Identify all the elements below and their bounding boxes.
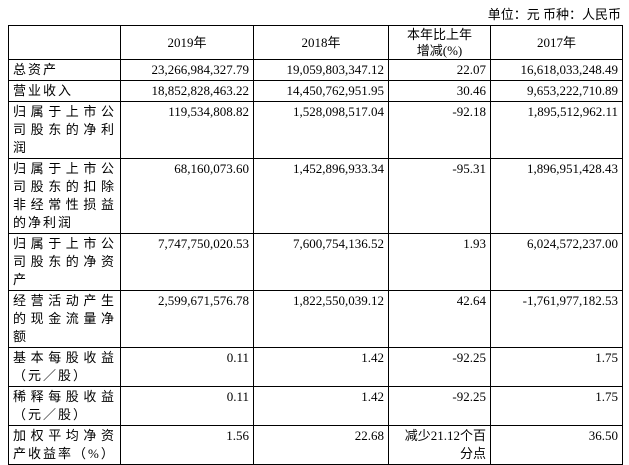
cell: 36.50 (490, 425, 623, 465)
cell-text: -92.18 (452, 104, 486, 119)
row-label: 营业收入 (8, 80, 121, 102)
header-text: 本年比上年增减(%) (406, 26, 472, 58)
cell: -95.31 (388, 158, 491, 234)
table-row: 归属于上市公司股东的扣除非经常性损益的净利润 68,160,073.60 1,452… (8, 158, 623, 234)
cell: 1,528,098,517.04 (253, 101, 389, 159)
table-row: 基本每股收益（元／股） 0.11 1.42 -92.25 1.75 (8, 347, 623, 387)
table-row: 加权平均净资产收益率（%） 1.56 22.68 减少21.12个百分点 36.50 (8, 425, 623, 465)
cell: 30.46 (388, 80, 491, 102)
cell-text: -92.25 (452, 350, 486, 365)
cell: 7,600,754,136.52 (253, 233, 389, 291)
cell: 7,747,750,020.53 (120, 233, 254, 291)
row-label: 归属于上市公司股东的净资产 (8, 233, 121, 291)
cell: -92.25 (388, 347, 491, 387)
cell: 1.75 (490, 347, 623, 387)
cell: 1.93 (388, 233, 491, 291)
cell: 1,896,951,428.43 (490, 158, 623, 234)
cell: 22.07 (388, 59, 491, 81)
header-cell (8, 25, 121, 60)
cell-text: 30.46 (456, 83, 486, 98)
cell-text: -95.31 (452, 161, 486, 176)
row-label: 经营活动产生的现金流量净额 (8, 290, 121, 348)
header-row: 2019年 2018年 本年比上年增减(%) 2017年 (8, 25, 623, 60)
cell: -92.25 (388, 386, 491, 426)
unit-note: 单位：元 币种：人民币 (487, 7, 621, 22)
row-label: 总资产 (8, 59, 121, 81)
header-cell: 2019年 (120, 25, 254, 60)
cell: 1,822,550,039.12 (253, 290, 389, 348)
table-row: 稀释每股收益（元／股） 0.11 1.42 -92.25 1.75 (8, 386, 623, 426)
cell: -1,761,977,182.53 (490, 290, 623, 348)
header-text: 2018年 (301, 34, 341, 50)
cell: 68,160,073.60 (120, 158, 254, 234)
table-row: 总资产 23,266,984,327.79 19,059,803,347.12 22.… (8, 59, 623, 81)
header-text: 2017年 (536, 34, 576, 50)
row-label: 基本每股收益（元／股） (8, 347, 121, 387)
cell: 18,852,828,463.22 (120, 80, 254, 102)
header-cell: 本年比上年增减(%) (388, 25, 491, 60)
table-row: 经营活动产生的现金流量净额 2,599,671,576.78 1,822,550,0… (8, 290, 623, 348)
table-row: 归属于上市公司股东的净利润 119,534,808.82 1,528,098,517… (8, 101, 623, 159)
cell: 2,599,671,576.78 (120, 290, 254, 348)
row-label: 归属于上市公司股东的净利润 (8, 101, 121, 159)
cell: 1,452,896,933.34 (253, 158, 389, 234)
row-label: 加权平均净资产收益率（%） (8, 425, 121, 465)
cell: 1.42 (253, 386, 389, 426)
cell: 19,059,803,347.12 (253, 59, 389, 81)
cell: 1,895,512,962.11 (490, 101, 623, 159)
table-row: 归属于上市公司股东的净资产 7,747,750,020.53 7,600,754,1… (8, 233, 623, 291)
cell-text: 22.07 (456, 62, 486, 77)
row-label: 归属于上市公司股东的扣除非经常性损益的净利润 (8, 158, 121, 234)
table-row: 营业收入 18,852,828,463.22 14,450,762,951.95 30… (8, 80, 623, 102)
cell: 22.68 (253, 425, 389, 465)
cell: 1.75 (490, 386, 623, 426)
header-cell: 2018年 (253, 25, 389, 60)
cell-text: 42.64 (456, 293, 486, 308)
cell: 9,653,222,710.89 (490, 80, 623, 102)
cell: 0.11 (120, 347, 254, 387)
table-body: 总资产 23,266,984,327.79 19,059,803,347.12 22.… (8, 59, 623, 465)
financial-table: 2019年 2018年 本年比上年增减(%) 2017年 总资产 23,266,984,… (8, 25, 623, 465)
cell: 减少21.12个百分点 (388, 425, 491, 465)
cell: 6,024,572,237.00 (490, 233, 623, 291)
cell-text: -92.25 (452, 389, 486, 404)
cell: 42.64 (388, 290, 491, 348)
cell: 14,450,762,951.95 (253, 80, 389, 102)
cell: 119,534,808.82 (120, 101, 254, 159)
header-text: 2019年 (167, 34, 207, 50)
header-cell: 2017年 (490, 25, 623, 60)
cell-text: 1.93 (463, 236, 486, 251)
cell: 0.11 (120, 386, 254, 426)
cell: -92.18 (388, 101, 491, 159)
cell-text: 减少21.12个百分点 (404, 428, 486, 461)
cell: 16,618,033,248.49 (490, 59, 623, 81)
cell: 1.56 (120, 425, 254, 465)
cell: 23,266,984,327.79 (120, 59, 254, 81)
row-label: 稀释每股收益（元／股） (8, 386, 121, 426)
cell: 1.42 (253, 347, 389, 387)
